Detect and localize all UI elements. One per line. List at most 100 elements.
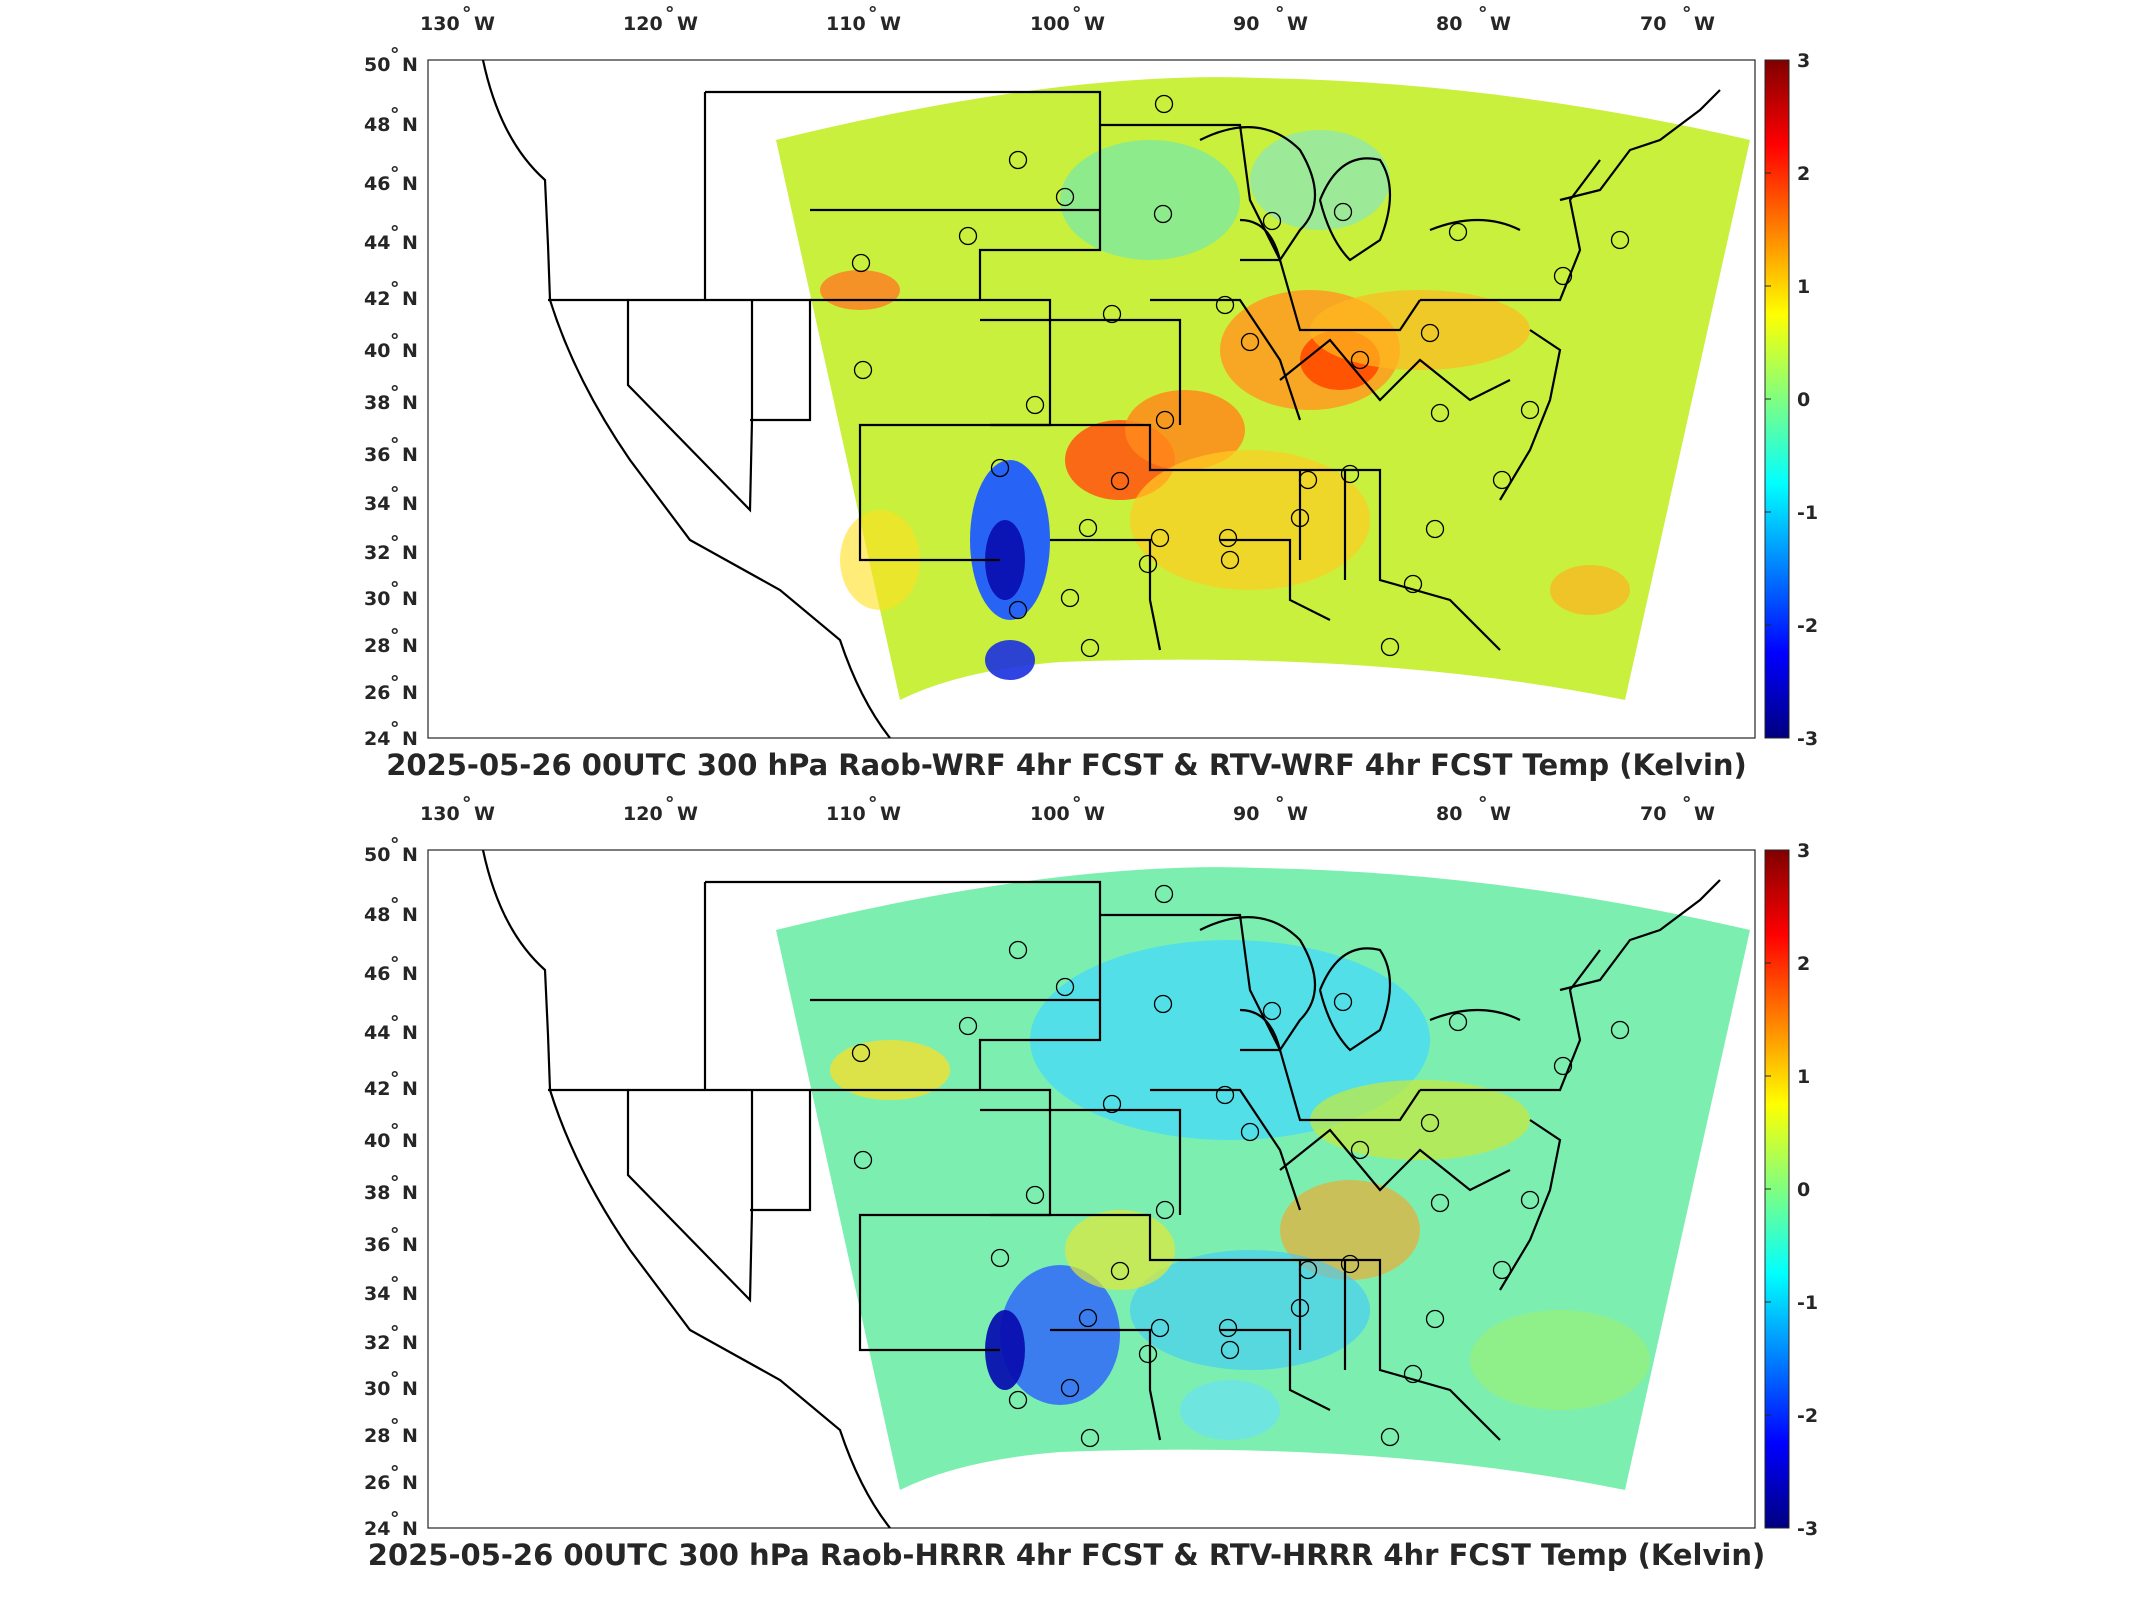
degree-sign: ° — [868, 3, 878, 25]
degree-sign: ° — [390, 1368, 400, 1390]
lat-hemisphere-label: N — [402, 963, 418, 985]
raob-station-marker — [1155, 410, 1175, 430]
degree-sign: ° — [390, 894, 400, 916]
lat-tick-label: 48 — [364, 904, 390, 926]
raob-station-marker — [1008, 940, 1028, 960]
lat-tick-labels-top: 50 ° N48 ° N46 ° N44 ° N42 ° N40 ° N38 ° N36 ° N34 ° N32 ° N… — [364, 44, 418, 750]
degree-sign: ° — [1275, 793, 1285, 815]
field-anomalies-top — [820, 130, 1630, 680]
anomaly-patch — [985, 520, 1025, 600]
lat-tick-label: 44 — [364, 232, 390, 254]
lat-tick-label: 34 — [364, 1283, 390, 1305]
state-boundary-line — [1559, 89, 1721, 202]
state-boundaries-top — [481, 60, 1721, 738]
lon-hemisphere-label: W — [1490, 803, 1511, 825]
raob-station-marker — [1220, 1340, 1240, 1360]
state-boundary-line — [1150, 1088, 1302, 1211]
lon-tick-labels-top: 130 ° W 120 ° W 110 ° W 100 ° W 90 ° W 80 ° W 70 ° W — [420, 3, 1715, 35]
lat-hemisphere-label: N — [402, 1518, 418, 1540]
lat-tick-label: 50 — [364, 844, 390, 866]
raob-station-marker — [1430, 1193, 1450, 1213]
raob-station-marker — [1340, 464, 1360, 484]
lat-hemisphere-label: N — [402, 844, 418, 866]
state-boundary-line — [1279, 1128, 1511, 1192]
raob-station-marker — [1215, 295, 1235, 315]
raob-station-marker — [1102, 304, 1122, 324]
state-boundary-line — [481, 850, 891, 1528]
lat-tick-label: 24 — [364, 728, 390, 750]
state-boundary-line — [1559, 879, 1721, 992]
raob-station-marker — [1350, 350, 1370, 370]
lat-tick-label: 42 — [364, 1078, 390, 1100]
lon-tick-label: 120 — [623, 803, 663, 825]
anomaly-patch — [1250, 130, 1390, 230]
lat-tick-label: 48 — [364, 114, 390, 136]
anomaly-patch — [1030, 940, 1430, 1140]
degree-sign: ° — [665, 793, 675, 815]
lat-hemisphere-label: N — [402, 1078, 418, 1100]
colorbar-tick-label: -2 — [1797, 1405, 1818, 1427]
degree-sign: ° — [390, 834, 400, 856]
lon-tick-label: 70 — [1640, 13, 1666, 35]
raob-station-marker — [1060, 1378, 1080, 1398]
raob-station-marker — [1492, 1260, 1512, 1280]
state-boundary-line — [481, 60, 891, 738]
state-boundary-line — [1150, 298, 1302, 421]
lat-hemisphere-label: N — [402, 904, 418, 926]
state-boundary-line — [1420, 949, 1601, 1092]
lat-hemisphere-label: N — [402, 340, 418, 362]
raob-station-marker — [1155, 1200, 1175, 1220]
raob-station-marker — [1078, 1308, 1098, 1328]
degree-sign: ° — [390, 1068, 400, 1090]
lon-tick-label: 130 — [420, 803, 460, 825]
raob-station-marker — [1150, 1318, 1170, 1338]
lat-tick-label: 32 — [364, 542, 390, 564]
raob-station-marker — [1240, 1122, 1260, 1142]
lat-hemisphere-label: N — [402, 542, 418, 564]
lat-hemisphere-label: N — [402, 232, 418, 254]
degree-sign: ° — [390, 382, 400, 404]
degree-sign: ° — [390, 1322, 400, 1344]
lon-tick-label: 110 — [826, 803, 866, 825]
degree-sign: ° — [390, 672, 400, 694]
raob-station-marker — [1008, 600, 1028, 620]
lon-hemisphere-label: W — [1084, 803, 1105, 825]
degree-sign: ° — [390, 532, 400, 554]
state-boundary-line — [705, 90, 1102, 300]
degree-sign: ° — [390, 1508, 400, 1530]
lon-tick-label: 100 — [1030, 803, 1070, 825]
anomaly-patch — [1125, 390, 1245, 470]
raob-station-marker — [1154, 884, 1174, 904]
anomaly-patch — [1130, 450, 1370, 590]
raob-station-marker — [1298, 470, 1318, 490]
raob-station-marker — [1333, 202, 1353, 222]
lon-tick-label: 130 — [420, 13, 460, 35]
raob-station-marker — [1008, 150, 1028, 170]
map-figure-top: 130 ° W 120 ° W 110 ° W 100 ° W 90 ° W 80 ° W 70 ° W 50 ° N48 °… — [364, 3, 1818, 750]
anomaly-patch — [1310, 290, 1530, 370]
raob-station-marker — [1492, 470, 1512, 490]
degree-sign: ° — [390, 1224, 400, 1246]
raob-station-marker — [1138, 554, 1158, 574]
lat-hemisphere-label: N — [402, 1234, 418, 1256]
state-boundary-line — [628, 298, 812, 422]
degree-sign: ° — [390, 625, 400, 647]
degree-sign: ° — [390, 578, 400, 600]
lon-hemisphere-label: W — [1694, 803, 1715, 825]
degree-sign: ° — [390, 278, 400, 300]
raob-station-marker — [1290, 1298, 1310, 1318]
colorbar-tick-label: -1 — [1797, 502, 1818, 524]
degree-sign: ° — [1275, 3, 1285, 25]
state-boundary-line — [1318, 157, 1392, 262]
lat-tick-label: 30 — [364, 588, 390, 610]
lat-hemisphere-label: N — [402, 682, 418, 704]
colorbar-tick-label: -3 — [1797, 1518, 1818, 1540]
raob-station-marker — [853, 1150, 873, 1170]
raob-station-marker — [1153, 204, 1173, 224]
lon-tick-label: 80 — [1436, 13, 1462, 35]
state-boundary-line — [548, 1088, 754, 1303]
raob-station-marker — [1448, 222, 1468, 242]
state-boundary-line — [980, 1108, 1182, 1215]
lat-hemisphere-label: N — [402, 114, 418, 136]
lat-tick-label: 46 — [364, 963, 390, 985]
